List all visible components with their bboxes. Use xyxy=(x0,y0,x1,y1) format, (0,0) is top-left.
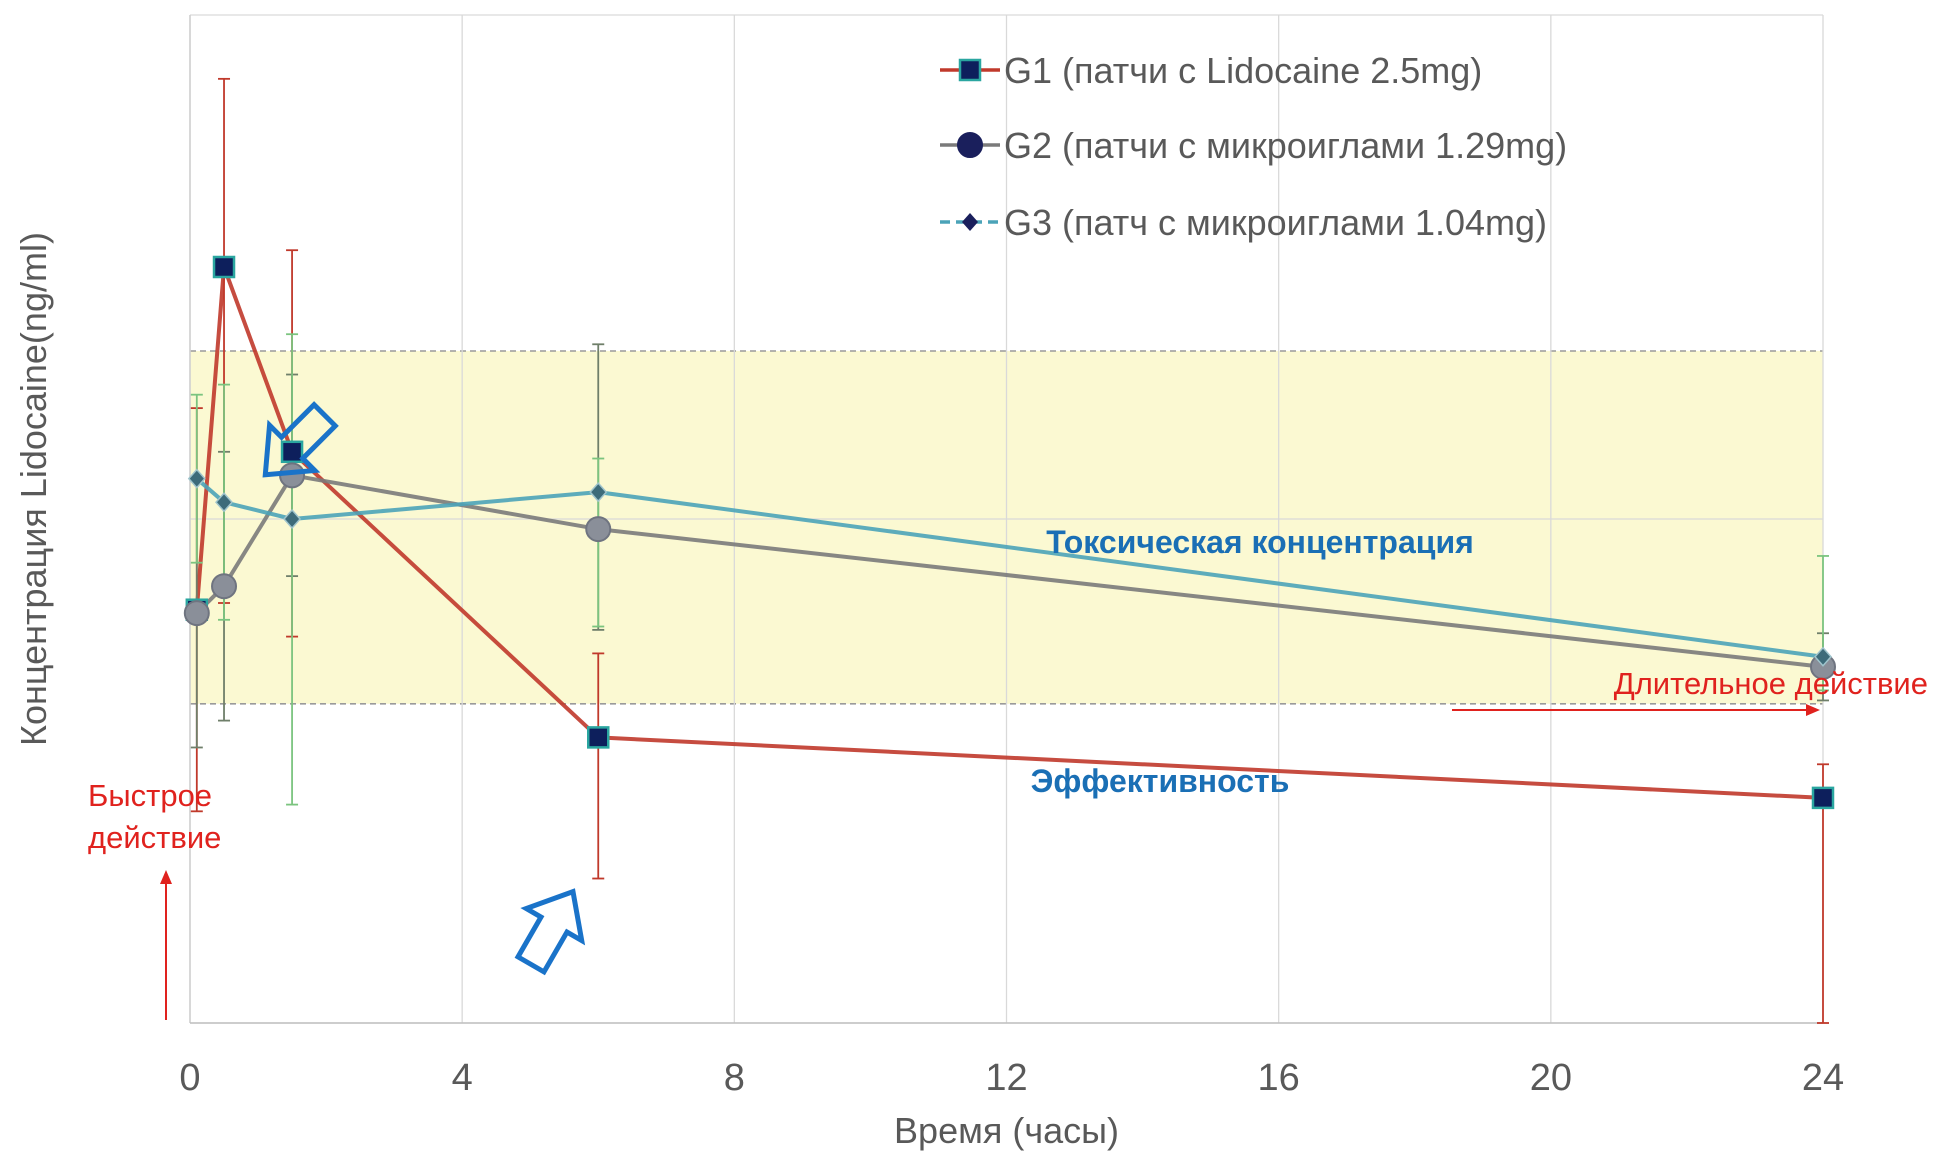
data-point-g1 xyxy=(280,440,304,464)
data-point-g3 xyxy=(1813,646,1833,667)
legend-marker-g1 xyxy=(958,58,982,82)
data-point-g2 xyxy=(183,600,210,627)
data-point-g1 xyxy=(1811,786,1835,810)
legend-label-g2: G2 (патчи с микроиглами 1.29mg) xyxy=(1004,125,1567,166)
x-tick-label: 8 xyxy=(724,1057,745,1099)
x-tick-label: 16 xyxy=(1258,1057,1300,1099)
effectiveness-label: Эффективность xyxy=(1031,763,1290,799)
data-point-g1 xyxy=(212,255,236,279)
fast-action-label: Быстрое xyxy=(88,778,212,813)
data-point-g3 xyxy=(589,481,608,503)
legend-marker-g2 xyxy=(957,132,983,158)
legend-label-g3: G3 (патч с микроиглами 1.04mg) xyxy=(1004,202,1547,243)
toxic-concentration-label: Токсическая концентрация xyxy=(1046,524,1474,560)
fast-action-arrow-head xyxy=(160,870,172,884)
drop-callout-arrow-icon xyxy=(514,888,586,976)
long-action-label: Длительное действие xyxy=(1614,666,1928,701)
y-axis-title: Концентрация Lidocaine(ng/ml) xyxy=(13,232,54,746)
data-point-g2 xyxy=(211,573,238,600)
x-tick-label: 24 xyxy=(1802,1057,1844,1099)
legend-marker-g3 xyxy=(962,213,978,231)
data-point-g3 xyxy=(187,468,206,489)
x-tick-label: 0 xyxy=(179,1057,200,1099)
data-point-g3 xyxy=(215,492,234,513)
legend-label-g1: G1 (патчи с Lidocaine 2.5mg) xyxy=(1004,50,1482,91)
data-point-g1 xyxy=(587,726,610,749)
peak-callout-arrow-icon xyxy=(262,401,339,478)
x-tick-label: 4 xyxy=(452,1057,473,1099)
long-action-arrow-head xyxy=(1806,704,1820,716)
x-axis-title: Время (часы) xyxy=(894,1110,1119,1151)
fast-action-label: действие xyxy=(88,820,221,855)
data-point-g2 xyxy=(585,516,612,543)
data-point-g3 xyxy=(283,508,302,530)
x-tick-label: 12 xyxy=(985,1057,1027,1099)
x-tick-label: 20 xyxy=(1530,1057,1572,1099)
